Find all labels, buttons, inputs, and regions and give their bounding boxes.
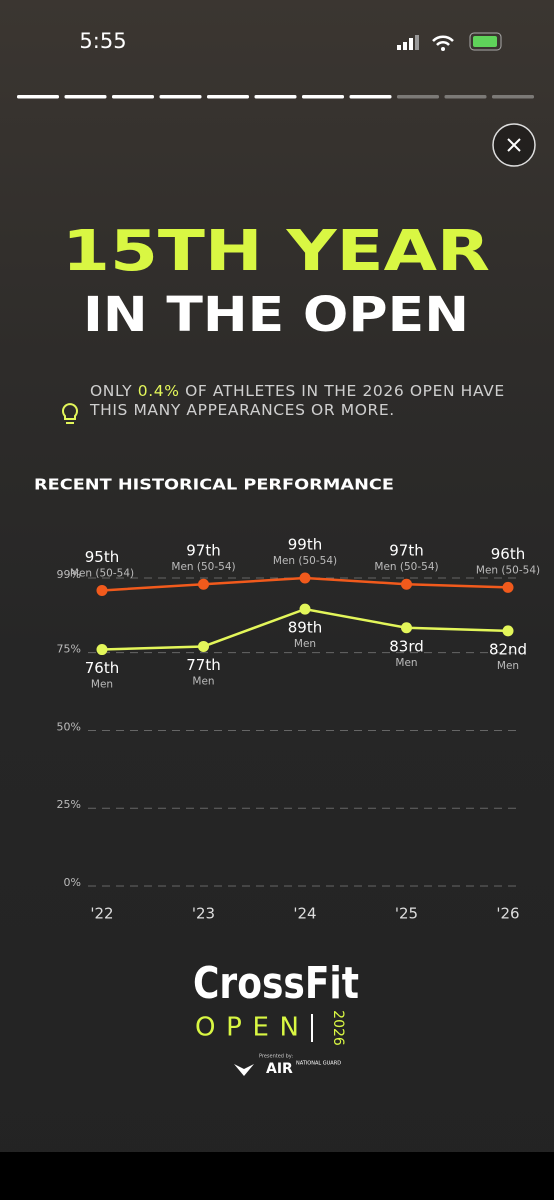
progress-segment (159, 95, 202, 99)
data-label: 76th (85, 659, 119, 677)
data-point (502, 581, 514, 593)
logo-brand: CrossFit (193, 958, 359, 1009)
x-tick-label: '25 (395, 905, 418, 923)
data-point (299, 603, 311, 615)
data-point (502, 625, 514, 637)
headline: 15TH YEAR (62, 219, 490, 284)
data-point (198, 578, 209, 590)
progress-segment (254, 95, 297, 99)
progress-segment (64, 95, 107, 99)
data-point (198, 640, 209, 652)
logo-year: 2026 (330, 1010, 346, 1046)
y-tick-label: 0% (64, 876, 81, 889)
data-point (401, 622, 412, 634)
data-sublabel: Men (192, 675, 214, 687)
progress-segment (302, 95, 344, 99)
wifi-dot (441, 47, 445, 51)
progress-segment (444, 95, 487, 99)
y-tick-label: 99% (57, 568, 81, 581)
battery-level (473, 36, 497, 47)
battery-icon (469, 32, 502, 51)
data-sublabel: Men (91, 679, 113, 691)
story-progress (17, 95, 534, 99)
progress-segment (112, 95, 154, 99)
data-sublabel: Men (50-54) (476, 564, 540, 576)
note: ONLY 0.4% OF ATHLETES IN THE 2026 OPEN H… (90, 382, 510, 420)
data-sublabel: Men (395, 657, 417, 669)
data-label: 97th (186, 542, 220, 560)
data-sublabel: Men (50-54) (374, 561, 438, 573)
progress-segment (397, 95, 439, 99)
sponsor-sub: NATIONAL GUARD (296, 1061, 341, 1067)
data-sublabel: Men (497, 660, 519, 672)
data-label: 95th (85, 548, 119, 566)
bottom-bar (0, 1152, 554, 1200)
note-highlight: 0.4% (137, 382, 180, 400)
data-label: 97th (389, 542, 423, 560)
x-tick-label: '23 (192, 905, 215, 923)
y-tick-label: 50% (57, 720, 81, 733)
data-point (401, 578, 412, 590)
subheadline: IN THE OPEN (83, 287, 469, 343)
progress-segment (349, 95, 392, 99)
data-point (96, 644, 108, 656)
x-tick-label: '26 (496, 905, 519, 923)
bulb-icon (62, 403, 78, 424)
progress-segment (17, 95, 59, 99)
note-text: OF ATHLETES IN THE 2026 OPEN HAVE THIS M… (90, 382, 505, 419)
y-tick-label: 75% (57, 643, 81, 656)
data-sublabel: Men (294, 638, 316, 650)
y-tick-label: 25% (57, 798, 81, 811)
progress-segment (492, 95, 534, 99)
data-label: 89th (288, 619, 322, 637)
close-button[interactable] (492, 123, 536, 167)
progress-segment (207, 95, 249, 99)
presented-by: Presented by: (259, 1054, 293, 1060)
sponsor-icon (234, 1064, 254, 1076)
data-label: 83rd (389, 637, 424, 655)
data-label: 96th (491, 545, 525, 563)
data-point (96, 584, 108, 596)
chart-title: RECENT HISTORICAL PERFORMANCE (34, 476, 394, 494)
x-tick-label: '24 (293, 905, 316, 923)
data-point (299, 572, 311, 584)
data-sublabel: Men (50-54) (70, 567, 134, 579)
sponsor: AIR (266, 1061, 293, 1077)
clock: 5:55 (79, 29, 126, 53)
note-text: ONLY (90, 382, 138, 400)
logo-event: OPEN (195, 1013, 299, 1043)
signal-icon (397, 35, 419, 50)
wifi-icon (432, 35, 454, 46)
data-label: 77th (186, 656, 220, 674)
data-sublabel: Men (50-54) (171, 561, 235, 573)
x-tick-label: '22 (90, 905, 113, 923)
data-label: 82nd (489, 640, 527, 658)
data-label: 99th (288, 536, 322, 554)
data-sublabel: Men (50-54) (273, 555, 337, 567)
